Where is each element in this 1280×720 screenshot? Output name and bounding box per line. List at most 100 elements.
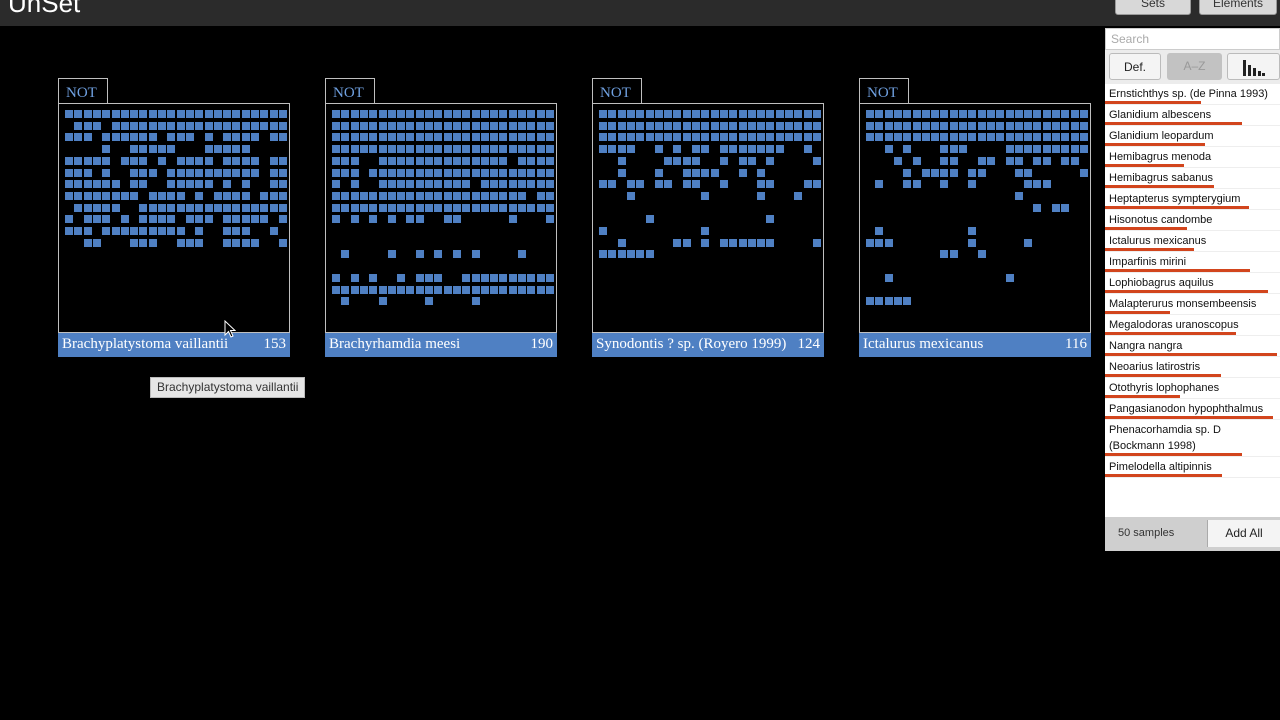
element-cell[interactable]	[111, 110, 120, 118]
element-cell[interactable]	[434, 110, 443, 118]
element-cell[interactable]	[480, 285, 489, 294]
list-item[interactable]: Nangra nangra	[1105, 336, 1280, 357]
element-cell[interactable]	[195, 238, 204, 247]
not-toggle[interactable]: NOT	[859, 78, 909, 104]
element-cell[interactable]	[1005, 145, 1014, 154]
element-cell[interactable]	[434, 180, 443, 189]
element-cell[interactable]	[387, 180, 396, 189]
element-cell[interactable]	[884, 273, 893, 282]
element-cell[interactable]	[176, 121, 185, 130]
element-cell[interactable]	[415, 250, 424, 259]
element-cell[interactable]	[471, 273, 480, 282]
element-cell[interactable]	[158, 110, 166, 118]
element-cell[interactable]	[350, 285, 359, 294]
element-cell[interactable]	[949, 250, 958, 259]
element-cell[interactable]	[111, 227, 120, 235]
element-cell[interactable]	[148, 133, 157, 142]
element-cell[interactable]	[968, 180, 977, 189]
element-cell[interactable]	[940, 156, 949, 165]
element-cell[interactable]	[74, 180, 83, 189]
element-cell[interactable]	[415, 110, 424, 118]
list-item[interactable]: Malapterurus monsembeensis	[1105, 294, 1280, 315]
element-cell[interactable]	[359, 191, 368, 200]
element-cell[interactable]	[406, 180, 415, 189]
element-cell[interactable]	[490, 203, 499, 212]
card-footer[interactable]: Brachyrhamdia meesi 190	[325, 333, 557, 357]
list-item[interactable]: Glanidium albescens	[1105, 105, 1280, 126]
element-cell[interactable]	[738, 238, 747, 247]
element-cell[interactable]	[949, 156, 958, 165]
element-cell[interactable]	[130, 227, 139, 235]
element-cell[interactable]	[332, 215, 340, 224]
element-cell[interactable]	[378, 156, 387, 165]
element-cell[interactable]	[443, 180, 452, 189]
element-cell[interactable]	[158, 227, 166, 235]
element-cell[interactable]	[682, 133, 691, 142]
element-cell[interactable]	[608, 133, 617, 142]
element-cell[interactable]	[599, 250, 607, 259]
element-cell[interactable]	[204, 121, 213, 130]
element-cell[interactable]	[1024, 168, 1033, 177]
list-item[interactable]: Glanidium leopardum	[1105, 126, 1280, 147]
element-cell[interactable]	[378, 168, 387, 177]
element-cell[interactable]	[378, 121, 387, 130]
element-cell[interactable]	[499, 191, 508, 200]
element-cell[interactable]	[1042, 145, 1051, 154]
element-cell[interactable]	[654, 133, 663, 142]
element-cell[interactable]	[673, 145, 682, 154]
element-cell[interactable]	[536, 133, 545, 142]
element-cell[interactable]	[738, 133, 747, 142]
element-cell[interactable]	[490, 180, 499, 189]
element-cell[interactable]	[185, 203, 194, 212]
element-cell[interactable]	[518, 110, 526, 118]
element-cell[interactable]	[719, 180, 728, 189]
element-cell[interactable]	[866, 121, 874, 130]
element-cell[interactable]	[812, 238, 821, 247]
element-cell[interactable]	[195, 110, 204, 118]
element-cell[interactable]	[260, 215, 269, 224]
element-cell[interactable]	[968, 238, 977, 247]
element-cell[interactable]	[387, 145, 396, 154]
element-cell[interactable]	[682, 156, 691, 165]
element-cell[interactable]	[794, 133, 803, 142]
element-cell[interactable]	[397, 156, 406, 165]
element-cell[interactable]	[986, 133, 995, 142]
element-cell[interactable]	[387, 203, 396, 212]
element-cell[interactable]	[1052, 110, 1060, 118]
element-cell[interactable]	[729, 238, 738, 247]
element-cell[interactable]	[406, 215, 415, 224]
element-cell[interactable]	[682, 121, 691, 130]
element-cell[interactable]	[940, 180, 949, 189]
element-cell[interactable]	[397, 168, 406, 177]
element-cell[interactable]	[527, 203, 536, 212]
element-cell[interactable]	[341, 285, 350, 294]
element-cell[interactable]	[176, 156, 185, 165]
element-cell[interactable]	[518, 273, 526, 282]
element-cell[interactable]	[1033, 133, 1042, 142]
element-cell[interactable]	[527, 133, 536, 142]
element-cell[interactable]	[480, 145, 489, 154]
element-cell[interactable]	[949, 121, 958, 130]
element-cell[interactable]	[195, 191, 204, 200]
element-cell[interactable]	[139, 238, 148, 247]
element-cell[interactable]	[350, 145, 359, 154]
element-cell[interactable]	[204, 168, 213, 177]
element-cell[interactable]	[251, 133, 259, 142]
element-cell[interactable]	[102, 215, 111, 224]
element-cell[interactable]	[1079, 168, 1088, 177]
element-cell[interactable]	[664, 156, 673, 165]
element-cell[interactable]	[102, 180, 111, 189]
element-cell[interactable]	[812, 133, 821, 142]
element-cell[interactable]	[415, 203, 424, 212]
element-cell[interactable]	[332, 203, 340, 212]
element-cell[interactable]	[903, 145, 912, 154]
element-cell[interactable]	[545, 168, 554, 177]
element-cell[interactable]	[1070, 145, 1079, 154]
element-cell[interactable]	[378, 297, 387, 306]
element-cell[interactable]	[875, 133, 884, 142]
element-cell[interactable]	[719, 156, 728, 165]
element-cell[interactable]	[452, 250, 461, 259]
element-cell[interactable]	[692, 145, 700, 154]
element-cell[interactable]	[139, 121, 148, 130]
element-cell[interactable]	[536, 191, 545, 200]
